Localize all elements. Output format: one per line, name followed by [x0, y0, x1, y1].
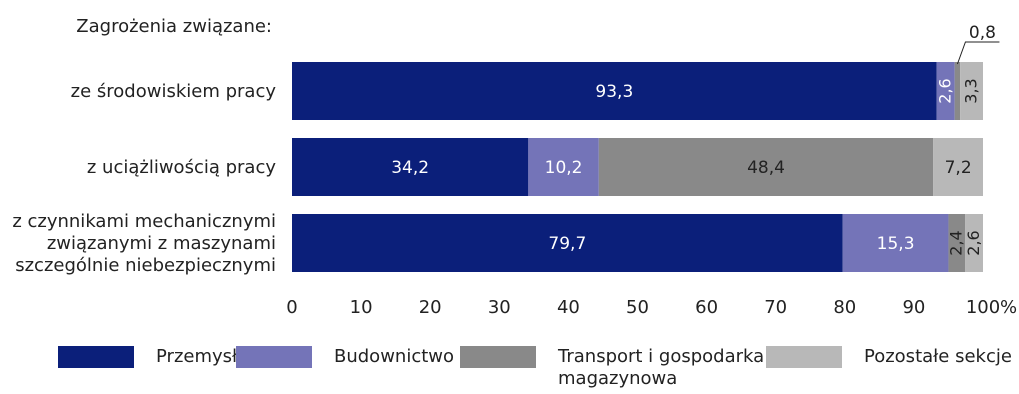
- legend-item: Pozostałe sekcje: [766, 346, 1012, 368]
- legend-label: Transport i gospodarka magazynowa: [558, 346, 765, 389]
- legend-label: Pozostałe sekcje: [864, 346, 1012, 367]
- bar-segment: [598, 138, 934, 196]
- category-label: z czynnikami mechanicznymi: [12, 211, 276, 232]
- data-label: 2,4: [947, 230, 966, 255]
- x-tick-label: 10: [350, 297, 373, 318]
- category-label: związanymi z maszynami: [47, 233, 276, 254]
- bar-segment: [292, 62, 937, 120]
- legend: Przemysł Budownictwo Transport i gospodark…: [0, 346, 1019, 394]
- bar-segment: [954, 62, 961, 120]
- data-label: 0,8: [969, 23, 996, 43]
- legend-swatch: [766, 346, 842, 368]
- bar-segment: [933, 138, 983, 196]
- bar-segment: [965, 214, 983, 272]
- legend-label: Przemysł: [156, 346, 238, 367]
- legend-item: Budownictwo: [236, 346, 454, 368]
- bar-segment: [292, 214, 843, 272]
- data-label: 3,3: [962, 78, 981, 103]
- data-label: 2,6: [964, 230, 983, 255]
- x-axis-unit: %: [1000, 297, 1017, 318]
- category-label: ze środowiskiem pracy: [71, 81, 277, 102]
- bar-segment: [948, 214, 966, 272]
- bar-segment: [528, 138, 599, 196]
- x-tick-label: 0: [286, 297, 297, 318]
- legend-swatch: [236, 346, 312, 368]
- x-tick-label: 70: [764, 297, 787, 318]
- x-tick-label: 100: [966, 297, 1000, 318]
- bar-segment: [936, 62, 955, 120]
- bar-segment: [960, 62, 983, 120]
- data-label: 15,3: [877, 234, 915, 254]
- x-tick-label: 90: [902, 297, 925, 318]
- stacked-bar-chart: Zagrożenia związane: ze środowiskiem pra…: [12, 16, 1017, 318]
- x-tick-label: 30: [488, 297, 511, 318]
- x-tick-label: 60: [695, 297, 718, 318]
- data-label: 79,7: [548, 234, 586, 254]
- data-label: 7,2: [945, 158, 972, 178]
- legend-item: Przemysł: [58, 346, 237, 368]
- chart-title: Zagrożenia związane:: [76, 16, 272, 37]
- bar-segment: [842, 214, 949, 272]
- bar-segment: [292, 138, 529, 196]
- x-tick-label: 80: [833, 297, 856, 318]
- legend-swatch: [460, 346, 536, 368]
- legend-label: Budownictwo: [334, 346, 455, 367]
- data-label-leader: [956, 41, 1000, 65]
- data-label: 2,6: [936, 78, 955, 103]
- x-tick-label: 40: [557, 297, 580, 318]
- data-label: 48,4: [747, 158, 785, 178]
- x-tick-label: 20: [419, 297, 442, 318]
- legend-item: Transport i gospodarka magazynowa: [460, 346, 764, 390]
- legend-swatch: [58, 346, 134, 368]
- x-tick-label: 50: [626, 297, 649, 318]
- category-label: z uciążliwością pracy: [87, 157, 276, 178]
- data-label: 10,2: [545, 158, 583, 178]
- category-label: szczególnie niebezpiecznymi: [15, 255, 276, 276]
- data-label: 93,3: [595, 82, 633, 102]
- data-label: 34,2: [391, 158, 429, 178]
